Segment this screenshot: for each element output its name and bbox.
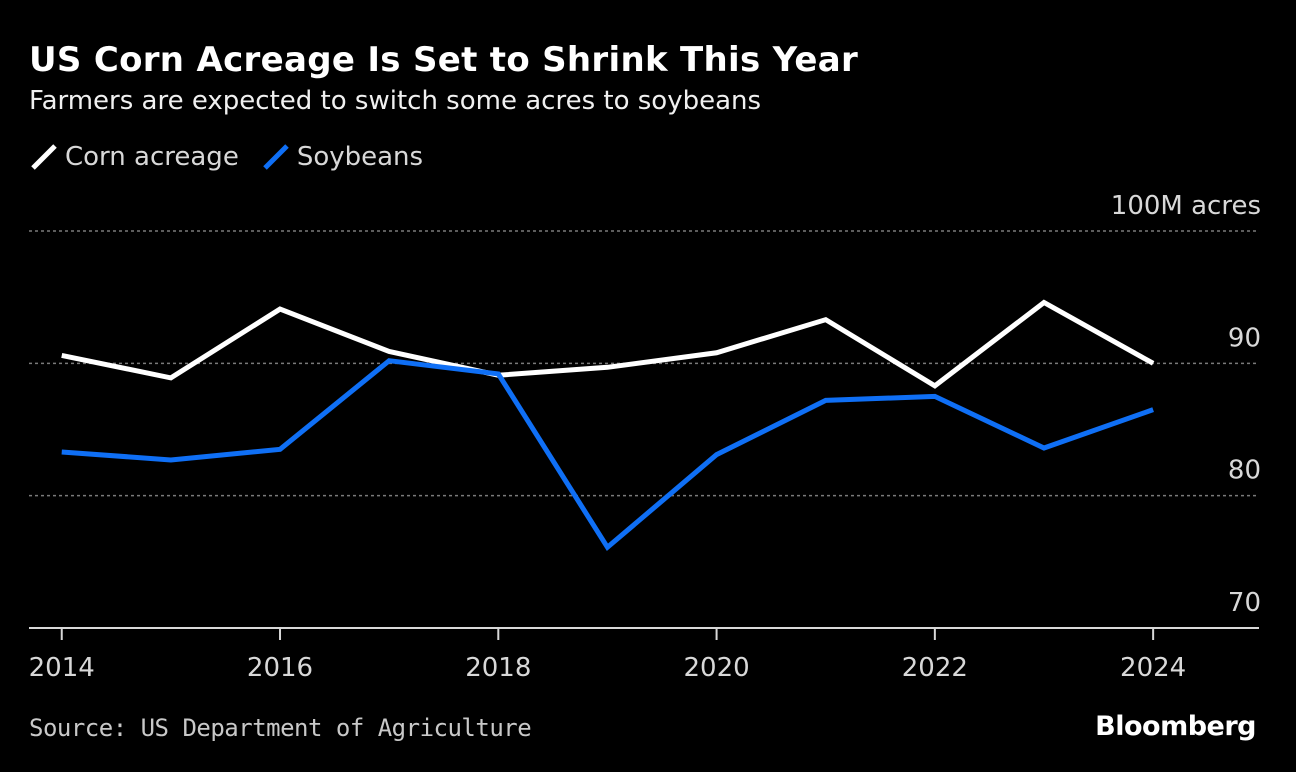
- legend-swatch-corn-icon: [31, 144, 57, 170]
- x-tick-label-2020: 2020: [683, 653, 749, 683]
- y-tick-label-70: 70: [1228, 588, 1261, 618]
- series-line-soybeans: [61, 358, 1154, 552]
- y-tick-label-80: 80: [1228, 456, 1261, 486]
- x-axis: [29, 627, 1259, 640]
- x-tick-label-2018: 2018: [465, 653, 531, 683]
- series-line-corn-acreage: [61, 299, 1155, 389]
- legend-label-soybeans: Soybeans: [296, 142, 424, 172]
- legend-label-corn: Corn acreage: [65, 142, 239, 172]
- chart-title: US Corn Acreage Is Set to Shrink This Ye…: [29, 40, 859, 80]
- legend-swatch-soybeans-icon: [263, 144, 289, 170]
- y-tick-label-100: 100M acres: [1111, 191, 1261, 221]
- source-note: Source: US Department of Agriculture: [29, 714, 532, 742]
- tick-labels: 100M acres 90 80 70 2014 2016 2018 2020 2022 2024: [29, 191, 1261, 683]
- x-tick-label-2022: 2022: [902, 653, 968, 683]
- x-tick-label-2014: 2014: [29, 653, 95, 683]
- x-tick-label-2024: 2024: [1120, 653, 1186, 683]
- y-tick-label-90: 90: [1228, 323, 1261, 353]
- legend-item-corn: Corn acreage: [29, 142, 239, 172]
- legend-item-soybeans: Soybeans: [261, 142, 423, 172]
- chart-subtitle: Farmers are expected to switch some acre…: [29, 86, 762, 116]
- series-lines: [61, 299, 1155, 552]
- legend: Corn acreage Soybeans: [29, 142, 445, 172]
- bloomberg-logo: Bloomberg: [1095, 711, 1256, 742]
- x-tick-label-2016: 2016: [247, 653, 313, 683]
